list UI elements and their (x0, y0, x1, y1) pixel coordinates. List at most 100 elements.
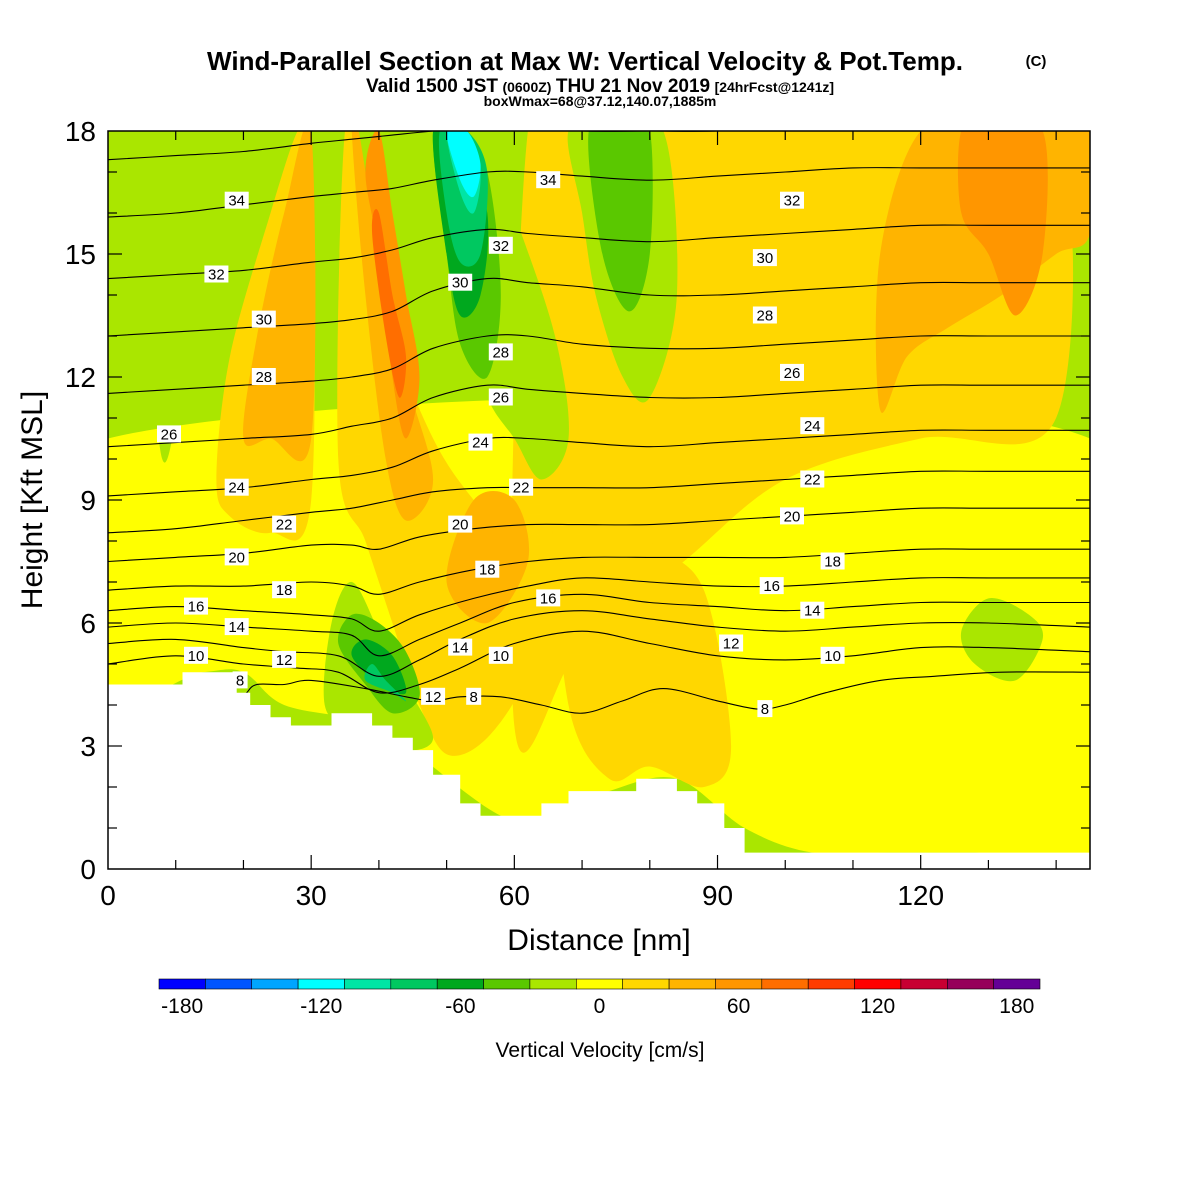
contour-label-24: 24 (800, 417, 825, 435)
contour-label-text: 32 (784, 193, 801, 210)
colorbar-swatch (575, 978, 623, 990)
colorbar-swatch (483, 978, 531, 990)
contour-label-bg (184, 646, 208, 664)
contour-label-14: 14 (448, 638, 473, 657)
contour-label-text: 30 (255, 312, 272, 329)
contour-label-bg (421, 687, 446, 705)
colorbar-swatch (807, 978, 855, 990)
velocity-region-4 (552, 472, 732, 788)
contour-label-bg (448, 515, 473, 533)
contour-label-bg (759, 577, 784, 595)
contour-label-text: 20 (784, 508, 801, 525)
contour-label-8: 8 (757, 700, 773, 718)
contour-label-30: 30 (251, 310, 276, 329)
contour-label-text: 24 (804, 418, 821, 435)
contour-label-bg (232, 671, 248, 689)
contour-label-text: 12 (723, 636, 740, 653)
velocity-region-11 (371, 209, 407, 398)
colorbar-label: Vertical Velocity [cm/s] (496, 1039, 705, 1062)
contour-label-10: 10 (488, 646, 513, 665)
y-axis: 0 3 6 9 12 15 18 (65, 116, 1090, 885)
contour-label-bg (272, 650, 297, 668)
contour-label-bg (475, 560, 500, 578)
y-tick-label: 9 (80, 485, 96, 516)
contour-label-16: 16 (184, 597, 208, 616)
contour-label-bg (780, 363, 804, 381)
contour-label-bg (224, 618, 249, 636)
forecast-info: [24hrFcst@1241z] (715, 79, 834, 95)
contour-label-12: 12 (421, 687, 446, 706)
contour-label-24: 24 (224, 478, 249, 497)
colorbar-swatch (529, 978, 577, 990)
velocity-region-10 (957, 131, 1048, 316)
contour-label-bg (536, 171, 561, 189)
contour-label-text: 24 (228, 480, 245, 497)
contour-label-bg (204, 265, 229, 283)
contour-label-text: 8 (470, 689, 478, 706)
contour-label-text: 10 (824, 648, 841, 665)
contour-label-bg (468, 433, 493, 451)
contour-label-text: 14 (452, 640, 469, 657)
theta-contour-24 (108, 429, 1090, 497)
x-tick-label: 30 (296, 880, 327, 911)
contour-label-bg (251, 368, 276, 385)
contour-label-16: 16 (536, 589, 561, 607)
contour-label-text: 28 (757, 308, 774, 325)
contour-label-16: 16 (759, 577, 784, 595)
contour-label-text: 20 (228, 549, 245, 566)
contour-label-text: 22 (513, 480, 530, 497)
valid-date: THU 21 Nov 2019 (556, 76, 710, 97)
valid-prefix: Valid 1500 JST (366, 76, 498, 97)
contour-label-bg (752, 249, 777, 267)
contour-label-text: 26 (784, 365, 801, 382)
y-axis-label: Height [Kft MSL] (16, 391, 49, 609)
x-tick-label: 60 (499, 880, 530, 911)
contour-label-text: 10 (492, 648, 509, 665)
contour-label-bg (448, 638, 473, 656)
colorbar-swatch (344, 978, 392, 990)
colorbar-tick-label: 120 (860, 995, 895, 1018)
velocity-region-20 (351, 639, 407, 695)
contour-label-22: 22 (800, 470, 825, 489)
x-tick-label: 0 (100, 880, 116, 911)
y-tick-label: 12 (65, 362, 96, 393)
contour-label-18: 18 (272, 581, 297, 599)
x-axis: 0 30 60 90 120 (100, 131, 1057, 911)
contour-labels: 8 8 8 10 10 10 12 12 12 14 14 14 16 16 16 18 18 18 20 20 20 2… (157, 171, 845, 718)
contour-label-12: 12 (272, 650, 297, 669)
contour-label-bg (224, 191, 249, 209)
colorbar-swatch (622, 978, 670, 990)
contour-label-bg (448, 273, 473, 291)
colorbar-swatch (297, 978, 345, 990)
contour-label-26: 26 (157, 425, 181, 443)
contour-label-text: 22 (804, 472, 821, 489)
contour-label-text: 34 (228, 193, 245, 210)
contour-label-30: 30 (448, 273, 473, 292)
colorbar: -180 -120 -60 0 60 120 180 (158, 978, 1041, 1018)
contour-label-bg (184, 597, 208, 615)
contour-label-bg (800, 470, 825, 488)
contour-label-text: 22 (276, 517, 293, 534)
contour-label-bg (488, 388, 513, 406)
contour-label-bg (488, 646, 513, 664)
contour-label-text: 14 (228, 619, 245, 636)
boxwmax-subtitle: boxWmax=68@37.12,140.07,1885m (484, 93, 717, 109)
terrain-mask (108, 672, 1090, 869)
contour-label-bg (752, 306, 777, 324)
colorbar-swatch (205, 978, 253, 990)
contour-label-32: 32 (204, 265, 229, 284)
colorbar-swatch (158, 978, 206, 990)
colorbar-tick-label: 180 (999, 995, 1034, 1018)
contour-label-bg (272, 515, 297, 533)
colorbar-swatch (436, 978, 484, 990)
contour-label-text: 30 (452, 275, 469, 292)
contour-label-text: 18 (479, 562, 496, 579)
contour-label-22: 22 (509, 478, 534, 497)
y-tick-label: 15 (65, 239, 96, 270)
contour-label-text: 16 (540, 590, 557, 607)
contour-label-text: 32 (492, 238, 509, 255)
colorbar-tick-label: -60 (445, 995, 475, 1018)
contour-label-34: 34 (224, 191, 249, 210)
contour-label-22: 22 (272, 515, 297, 534)
valid-zulu: (0600Z) (502, 79, 551, 95)
